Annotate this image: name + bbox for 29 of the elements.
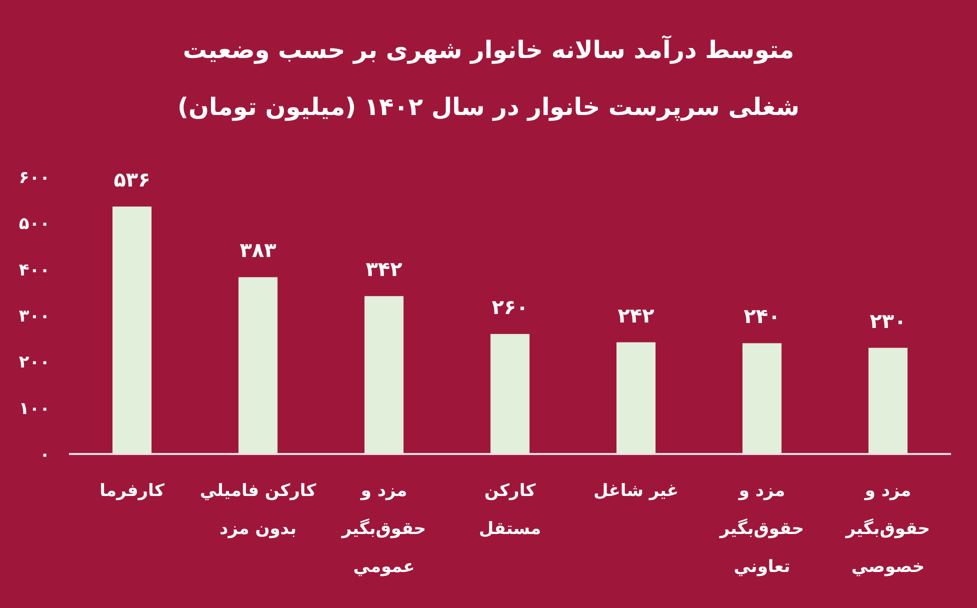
data-label: ۲۴۲ xyxy=(618,303,654,328)
y-tick-label: ۴۰۰ xyxy=(18,260,50,280)
bar xyxy=(490,334,530,454)
bar xyxy=(868,348,908,454)
bar xyxy=(364,296,404,454)
data-label: ۳۸۳ xyxy=(240,238,276,262)
data-label: ۳۴۲ xyxy=(366,257,402,282)
chart-title: متوسط درآمد سالانه خانوار شهری بر حسب وضعیت شغلی سرپرست خانوار در سال ۱۴۰۲ (میلیون تومان) xyxy=(178,36,800,121)
x-tick-label: کارکن مستقل xyxy=(478,481,542,539)
bar xyxy=(238,277,278,454)
bar xyxy=(112,206,152,454)
bar xyxy=(742,343,782,454)
data-label: ۲۶۰ xyxy=(492,294,528,319)
x-tick-label: کارکن فاميلي بدون مزد xyxy=(200,481,316,539)
x-tick-label: کارفرما xyxy=(100,481,164,501)
bar xyxy=(616,342,656,454)
y-tick-label: ۵۰۰ xyxy=(18,214,50,234)
data-label: ۲۴۰ xyxy=(744,304,780,328)
y-tick-label: ۶۰۰ xyxy=(18,168,50,188)
y-tick-label: ۳۰۰ xyxy=(18,306,50,326)
y-tick-label: ۲۰۰ xyxy=(18,352,50,373)
x-tick-label: مزد و حقوق‌بگير تعاوني xyxy=(718,481,804,577)
y-tick-label: ۱۰۰ xyxy=(18,398,50,419)
x-tick-label: مزد و حقوق‌بگير عمومي xyxy=(340,481,426,577)
x-tick-label: مزد و حقوق‌بگير خصوصي xyxy=(844,481,930,577)
y-tick-label: ۰ xyxy=(40,445,50,465)
data-label: ۵۳۶ xyxy=(114,168,150,192)
data-label: ۲۳۰ xyxy=(870,308,906,333)
x-tick-label: غير شاغل xyxy=(594,481,678,501)
